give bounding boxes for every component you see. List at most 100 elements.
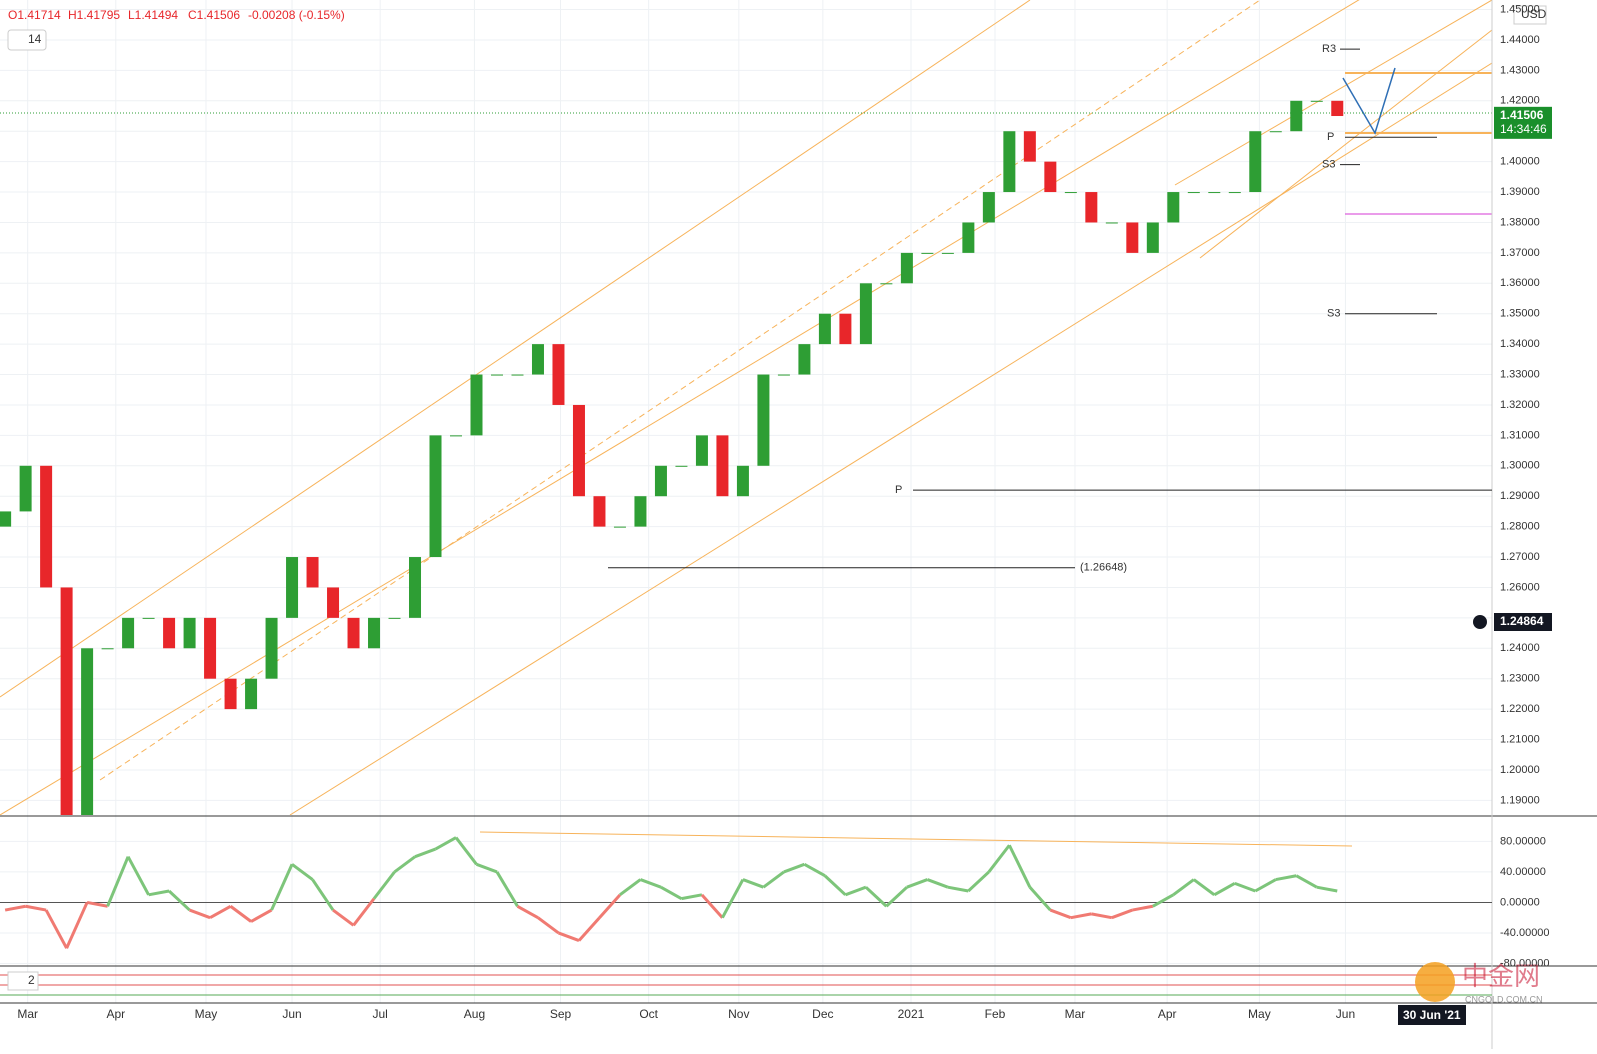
y-tick-label: 1.23000: [1500, 673, 1540, 685]
candle-body: [962, 222, 975, 253]
osc-segment: [1234, 881, 1256, 893]
x-tick-label: Feb: [985, 1007, 1006, 1021]
watermark: 中金网: [1462, 961, 1540, 991]
osc-segment: [1152, 893, 1175, 908]
candle-body: [921, 252, 934, 254]
candle-body: [1187, 192, 1200, 194]
candle-body: [1228, 192, 1241, 194]
osc-segment: [906, 878, 928, 889]
osc-segment: [660, 885, 683, 900]
y-tick-label: 1.28000: [1500, 521, 1540, 533]
crosshair-tag: [1494, 613, 1552, 632]
y-tick-label: 80.00000: [1500, 835, 1546, 847]
x-tick-label: 2021: [898, 1007, 925, 1021]
osc-segment: [495, 871, 519, 908]
osc-segment: [291, 863, 314, 881]
date-box: [1398, 1005, 1466, 1025]
strip-legend[interactable]: [7, 971, 39, 991]
x-tick-label: May: [1248, 1007, 1271, 1021]
x-tick-label: Sep: [550, 1007, 572, 1021]
candle-body: [941, 252, 954, 254]
ohlc-value: H1.41795: [68, 8, 120, 22]
level-label: S3: [1327, 308, 1340, 320]
osc-segment: [25, 904, 47, 912]
osc-segment: [1213, 882, 1236, 897]
candle-body: [265, 617, 278, 679]
x-tick-label: Mar: [1065, 1007, 1086, 1021]
y-tick-label: 1.20000: [1500, 764, 1540, 776]
osc-segment: [516, 904, 539, 920]
y-tick-label: 1.34000: [1500, 338, 1540, 350]
y-tick-label: -80.00000: [1500, 957, 1550, 969]
y-tick-label: 1.33000: [1500, 368, 1540, 380]
candle-body: [1085, 192, 1098, 223]
osc-segment: [1172, 878, 1195, 897]
drawings: [0, 0, 1492, 815]
candle-body: [736, 465, 749, 497]
y-tick-label: 40.00000: [1500, 866, 1546, 878]
projection-arrow: [1342, 67, 1396, 135]
crosshair-button[interactable]: [1473, 615, 1487, 630]
candle-body: [757, 374, 770, 466]
currency-box[interactable]: [1513, 5, 1547, 25]
y-tick-label: 1.42000: [1500, 95, 1540, 107]
osc-segment: [681, 893, 703, 901]
x-tick-label: Oct: [639, 1007, 658, 1021]
candle-body: [634, 496, 647, 527]
x-tick-label: May: [195, 1007, 218, 1021]
ohlc-value: L1.41494: [128, 8, 178, 22]
osc-segment: [44, 909, 68, 949]
osc-segment: [1111, 908, 1133, 920]
candle-body: [675, 465, 688, 467]
candle-body: [81, 648, 94, 815]
osc-segment: [1008, 844, 1032, 888]
osc-segment: [1295, 874, 1318, 889]
currency: USD: [1521, 7, 1547, 21]
candle-body: [1044, 161, 1057, 193]
candle-body: [654, 465, 667, 497]
y-tick-label: 1.36000: [1500, 277, 1540, 289]
osc-segment: [311, 878, 335, 911]
x-tick-label: Mar: [17, 1007, 38, 1021]
osc-segment: [86, 900, 108, 908]
y-tick-label: 1.39000: [1500, 186, 1540, 198]
candle-body: [900, 252, 913, 284]
interval-box[interactable]: [7, 29, 47, 51]
osc-segment: [1316, 885, 1338, 893]
candle-body: [859, 283, 872, 345]
ohlc-value: -0.00208 (-0.15%): [248, 8, 345, 22]
osc-segment: [926, 878, 949, 889]
osc-segment: [700, 893, 724, 919]
candle-body: [839, 313, 852, 345]
crosshair-value: 1.24864: [1500, 614, 1544, 628]
candle-body: [368, 617, 381, 649]
candle-body: [347, 617, 360, 649]
x-tick-label: Aug: [464, 1007, 485, 1021]
y-tick-label: -40.00000: [1500, 927, 1550, 939]
candle-body: [490, 374, 503, 376]
channel-line: [0, 0, 1360, 815]
y-tick-label: 1.35000: [1500, 308, 1540, 320]
candle-body: [224, 678, 237, 710]
candle-body: [716, 435, 729, 497]
channel-mid: [99, 0, 1261, 781]
date-label: 30 Jun '21: [1403, 1008, 1461, 1022]
y-tick-label: 1.32000: [1500, 399, 1540, 411]
osc-segment: [372, 871, 396, 900]
osc-segment: [393, 855, 416, 874]
candle-body: [1269, 131, 1282, 133]
candle-body: [1146, 222, 1159, 253]
candle-body: [695, 435, 708, 466]
osc-segment: [4, 904, 26, 912]
y-tick-label: 1.31000: [1500, 429, 1540, 441]
osc-segment: [639, 878, 662, 889]
osc-segment: [209, 904, 232, 920]
osc-segment: [885, 886, 908, 908]
osc-segment: [947, 885, 969, 893]
ohlc-value: O1.41714: [8, 8, 61, 22]
x-tick-label: Apr: [1158, 1007, 1177, 1021]
level-label: R3: [1322, 43, 1336, 55]
candle-body: [122, 617, 135, 649]
osc-segment: [250, 908, 273, 923]
x-tick-label: Nov: [728, 1007, 749, 1021]
